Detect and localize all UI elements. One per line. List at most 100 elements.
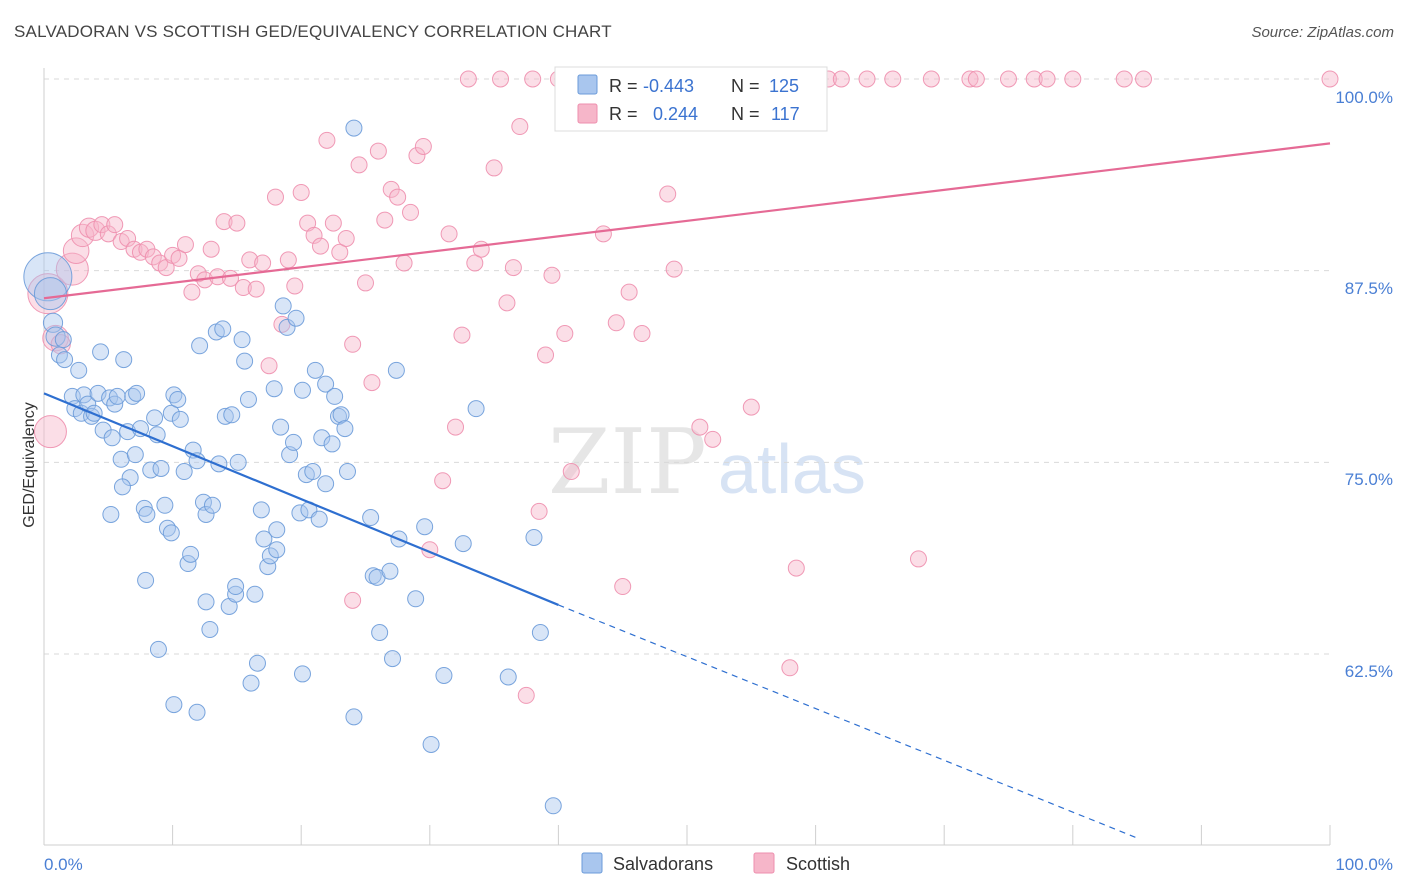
scottish-point-28	[215, 213, 233, 231]
salvadoran-point-123	[162, 524, 180, 542]
salvadoran-point-63	[246, 585, 264, 603]
salvadoran-point-75	[284, 433, 302, 451]
scottish-point-112	[1025, 70, 1043, 88]
scottish-point-48	[344, 335, 362, 353]
salvadoran-point-1	[33, 277, 67, 311]
salvadoran-point-110	[544, 797, 562, 815]
legend-r-label-2: R =	[609, 104, 638, 124]
scottish-point-23	[183, 283, 201, 301]
salvadoran-point-86	[323, 435, 341, 453]
salvadoran-point-58	[229, 453, 247, 471]
salvadoran-point-5	[54, 331, 72, 349]
salvadoran-point-85	[317, 375, 335, 393]
salvadoran-points	[23, 119, 562, 815]
scottish-point-107	[909, 550, 927, 568]
salvadoran-point-116	[102, 505, 120, 523]
salvadoran-point-56	[223, 406, 241, 424]
bottom-legend-swatch-scottish	[753, 852, 775, 874]
legend-n-value-2: 117	[771, 104, 800, 124]
scottish-point-56	[395, 254, 413, 272]
scottish-point-34	[254, 254, 272, 272]
scottish-point-114	[1064, 70, 1082, 88]
salvadoran-point-92	[345, 119, 363, 137]
scottish-point-55	[389, 188, 407, 206]
scottish-point-99	[781, 659, 799, 677]
scottish-point-85	[607, 314, 625, 332]
salvadoran-point-54	[216, 407, 234, 425]
scottish-point-104	[832, 70, 850, 88]
scottish-point-90	[659, 185, 677, 203]
scottish-point-77	[543, 266, 561, 284]
scottish-point-113	[1038, 70, 1056, 88]
scottish-point-30	[228, 214, 246, 232]
salvadoran-point-115	[113, 478, 131, 496]
scottish-point-100	[787, 559, 805, 577]
scottish-point-42	[305, 226, 323, 244]
salvadoran-point-35	[156, 496, 174, 514]
salvadoran-point-78	[293, 381, 311, 399]
scottish-point-83	[594, 225, 612, 243]
scottish-point-50	[357, 274, 374, 292]
salvadoran-point-7	[70, 361, 88, 379]
salvadoran-point-67	[259, 558, 277, 576]
scottish-point-73	[517, 686, 535, 704]
scottish-point-51	[363, 374, 381, 392]
salvadoran-point-32	[146, 409, 164, 427]
salvadoran-point-70	[268, 521, 286, 539]
salvadoran-point-117	[345, 708, 363, 726]
salvadoran-point-6	[56, 351, 74, 369]
scottish-point-13	[119, 229, 137, 247]
salvadoran-point-81	[304, 463, 322, 481]
chart-title: SALVADORAN VS SCOTTISH GED/EQUIVALENCY C…	[14, 22, 612, 41]
scottish-point-24	[189, 265, 207, 283]
y-tick-label-100: 100.0%	[1335, 88, 1393, 107]
salvadoran-point-113	[149, 640, 167, 658]
scottish-point-38	[279, 251, 297, 269]
salvadoran-point-96	[371, 624, 389, 642]
scottish-point-75	[530, 502, 548, 520]
scottish-point-46	[331, 243, 349, 261]
salvadoran-point-83	[310, 510, 328, 528]
scottish-point-32	[241, 251, 259, 269]
salvadoran-point-77	[291, 504, 309, 522]
y-tick-label-75: 75.0%	[1345, 470, 1393, 489]
scottish-point-9	[93, 216, 111, 234]
salvadoran-point-11	[75, 386, 93, 404]
salvadoran-point-39	[169, 390, 187, 408]
bottom-legend-label-scottish: Scottish	[786, 854, 850, 874]
scottish-point-74	[524, 70, 542, 88]
salvadoran-point-65	[252, 501, 270, 519]
scottish-point-44	[318, 131, 336, 149]
salvadoran-point-21	[108, 387, 126, 405]
scottish-point-61	[434, 472, 452, 490]
scottish-point-94	[704, 430, 722, 448]
salvadoran-point-103	[422, 735, 440, 753]
y-axis-title: GED/Equivalency	[21, 402, 38, 527]
salvadoran-point-93	[362, 509, 380, 527]
salvadoran-point-90	[336, 420, 354, 438]
salvadoran-point-98	[384, 650, 402, 668]
salvadoran-point-62	[242, 674, 260, 692]
scottish-point-110	[967, 70, 985, 88]
legend-n-value-1: 125	[769, 76, 799, 96]
scottish-point-96	[742, 398, 760, 416]
scottish-point-1	[33, 415, 67, 449]
scottish-point-105	[858, 70, 876, 88]
scottish-point-39	[286, 277, 304, 295]
salvadoran-point-61	[239, 390, 257, 408]
scottish-point-36	[266, 188, 284, 206]
scottish-point-68	[485, 159, 503, 177]
salvadoran-point-104	[435, 666, 453, 684]
legend-n-label-1: N =	[731, 76, 760, 96]
salvadoran-point-30	[138, 505, 156, 523]
salvadoran-trend-extension	[558, 604, 1138, 839]
scottish-point-116	[1135, 70, 1153, 88]
scottish-point-71	[504, 259, 522, 277]
scottish-point-21	[170, 249, 188, 267]
y-tick-label-62-5: 62.5%	[1345, 662, 1393, 681]
legend-r-value-2: 0.244	[653, 104, 698, 124]
scottish-trend-line	[43, 142, 1331, 300]
trend-lines	[43, 142, 1331, 839]
scottish-point-45	[324, 214, 342, 232]
scottish-point-76	[537, 346, 555, 364]
